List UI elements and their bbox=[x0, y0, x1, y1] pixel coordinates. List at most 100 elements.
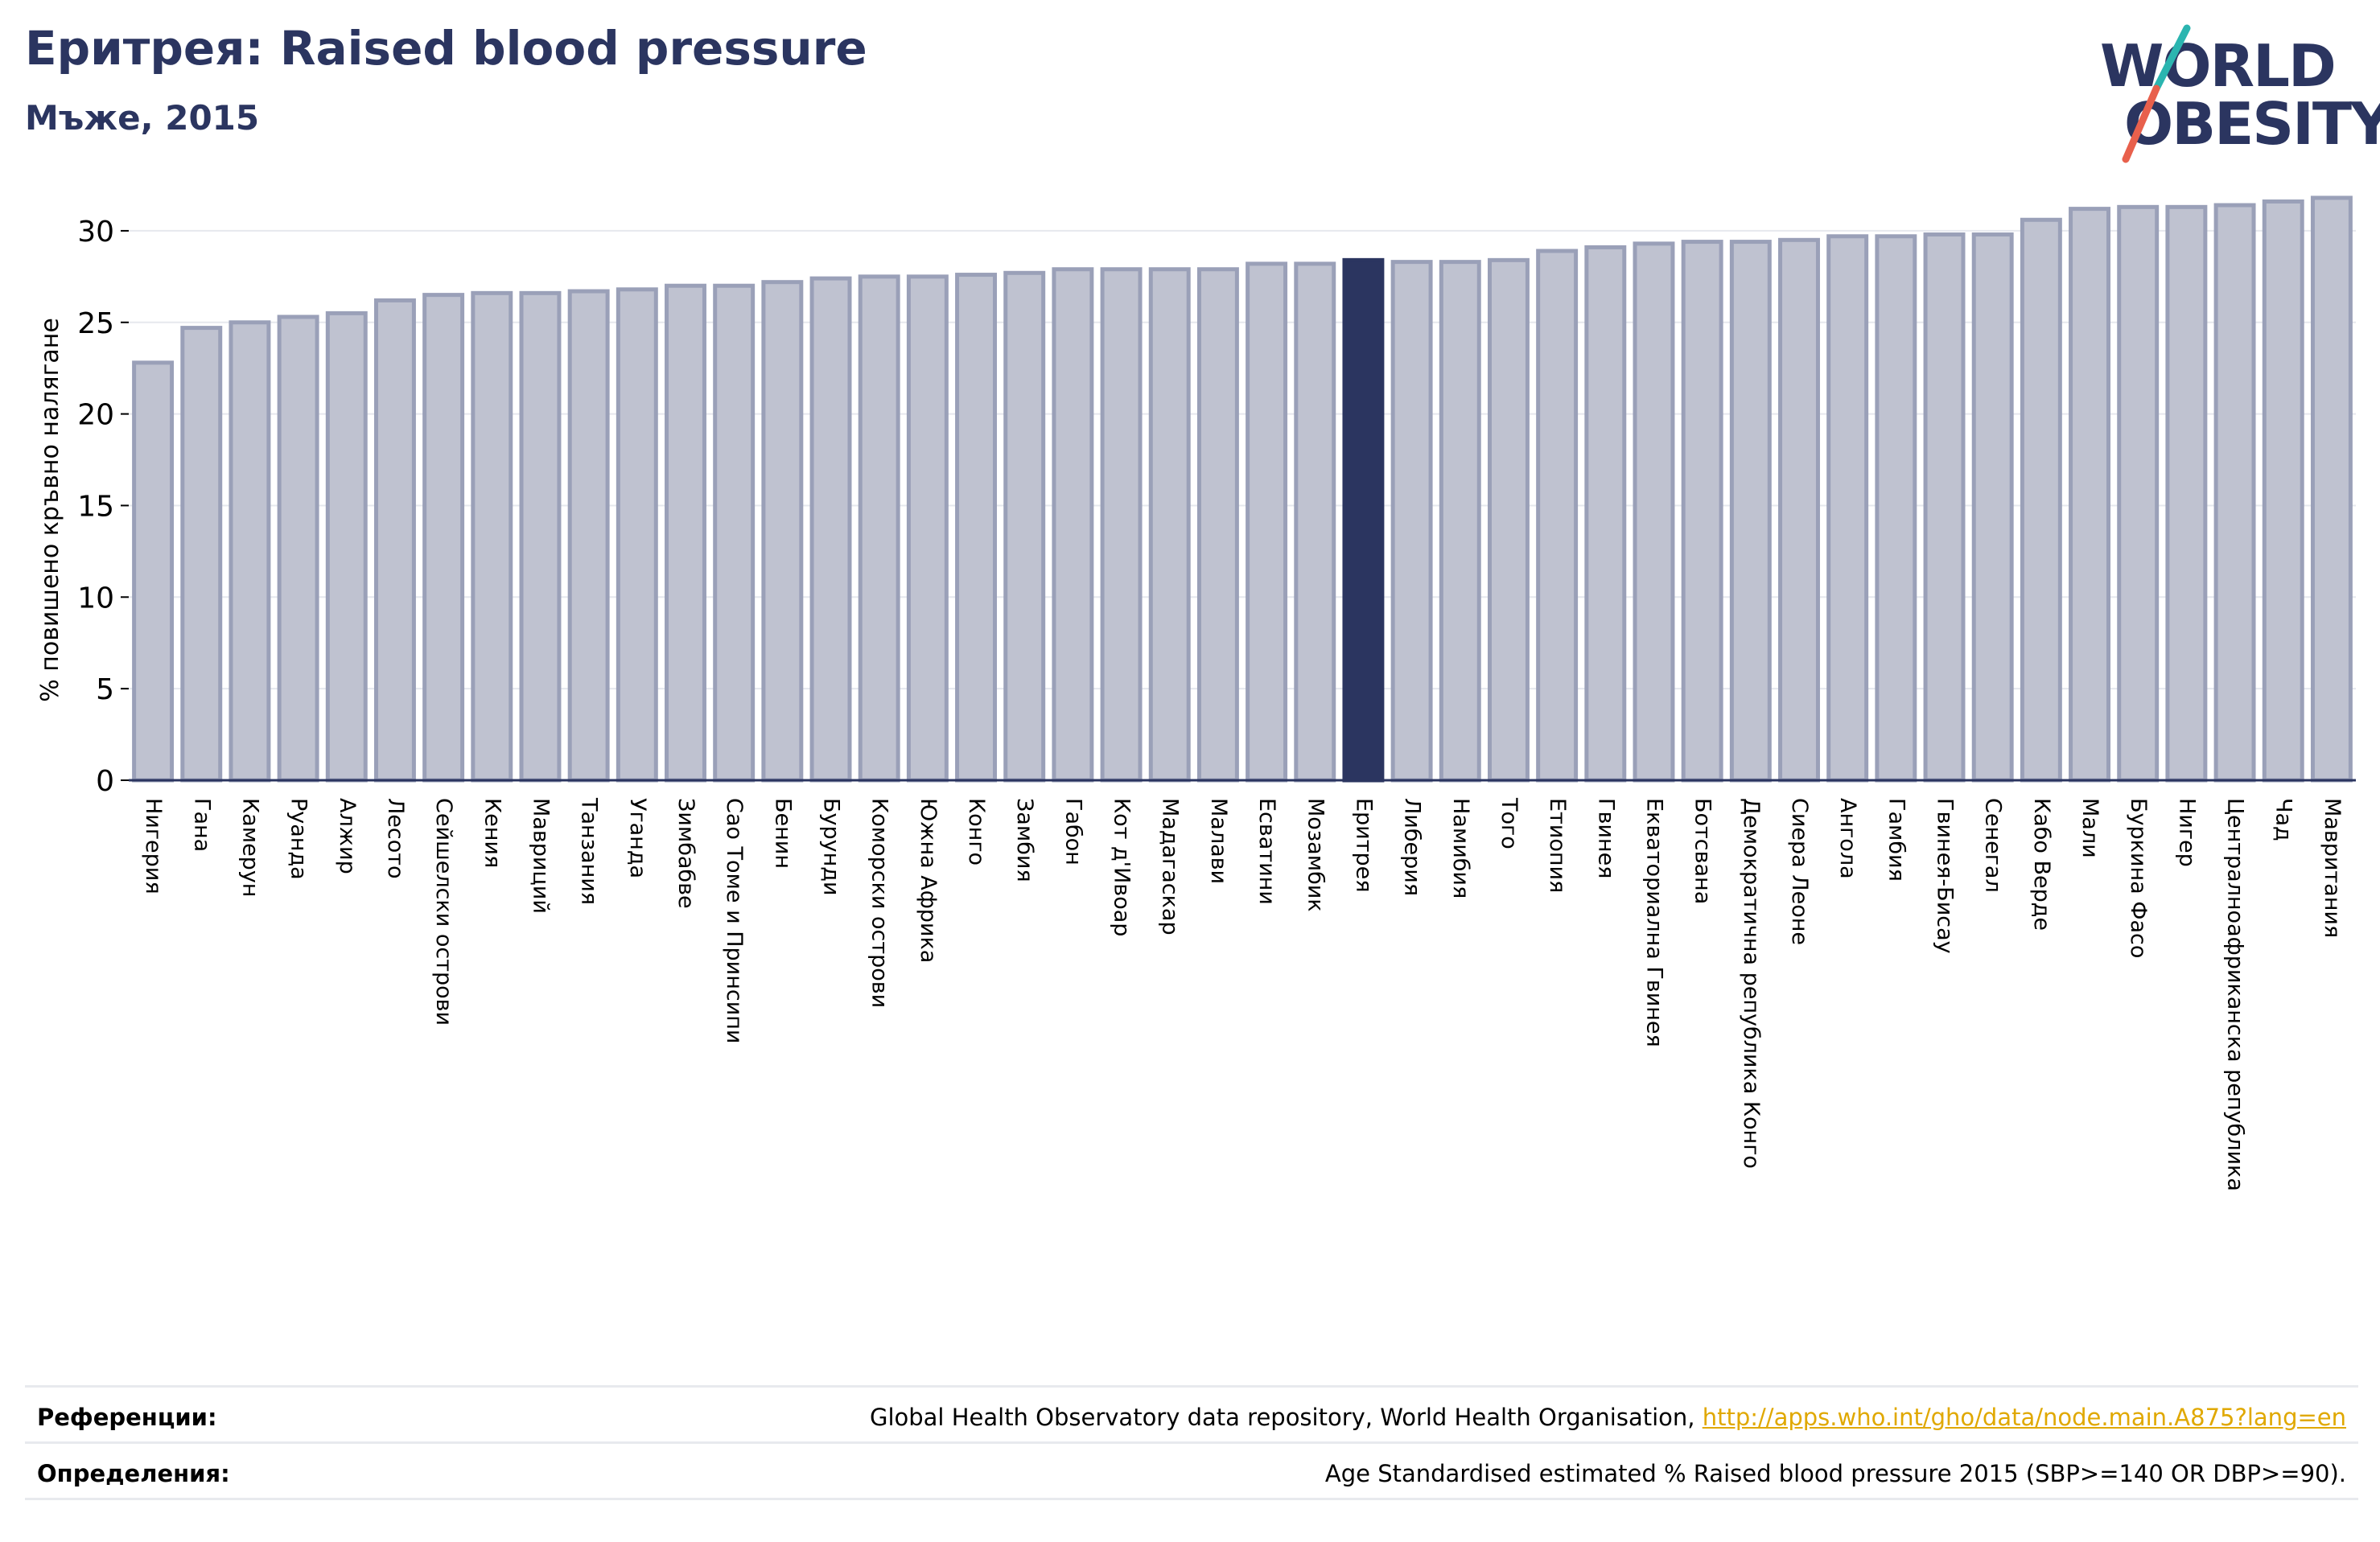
x-tick-label: Нигер bbox=[2174, 798, 2199, 867]
references-row: Референции: Global Health Observatory da… bbox=[25, 1385, 2358, 1444]
references-label: Референции: bbox=[37, 1404, 217, 1431]
bar-chart: 0 5 10 15 20 25 30 Нигерия Гана Камерун Руанда Алж… bbox=[36, 195, 2356, 1191]
x-tick-label: Замбия bbox=[1012, 798, 1037, 882]
x-tick-label: Габон bbox=[1060, 798, 1085, 866]
bar bbox=[373, 298, 416, 783]
y-tick-label: 25 bbox=[77, 307, 114, 340]
bar bbox=[1487, 257, 1530, 783]
x-tick-label: Зимбабве bbox=[673, 798, 698, 909]
definitions-label: Определения: bbox=[37, 1460, 230, 1487]
x-tick-label: Кот д'Ивоар bbox=[1110, 798, 1134, 936]
bar bbox=[1003, 270, 1046, 783]
bar bbox=[906, 274, 949, 783]
chart-subtitle: Мъже, 2015 bbox=[25, 98, 260, 138]
bar bbox=[1100, 267, 1143, 783]
x-tick-label: Нигерия bbox=[141, 798, 166, 894]
x-tick-label: Кения bbox=[480, 798, 504, 868]
x-tick-label: Гамбия bbox=[1884, 798, 1909, 882]
bar bbox=[1681, 240, 1723, 783]
x-tick-label: Етиопия bbox=[1545, 798, 1570, 893]
x-tick-label: Сао Томе и Принсипи bbox=[722, 798, 747, 1043]
y-tick-label: 15 bbox=[77, 490, 114, 523]
bar bbox=[1536, 249, 1579, 783]
bar bbox=[1439, 260, 1481, 783]
logo-line1: WORLD bbox=[2100, 32, 2337, 100]
x-tick-label: Мавритания bbox=[2320, 798, 2345, 938]
bar bbox=[229, 320, 271, 783]
x-tick-label: Бурунди bbox=[819, 798, 844, 896]
bar bbox=[277, 315, 319, 783]
x-tick-label: Сейшелски острови bbox=[431, 798, 456, 1026]
bar bbox=[519, 290, 562, 783]
x-tick-label: Сиера Леоне bbox=[1787, 798, 1812, 945]
bar bbox=[1148, 267, 1191, 783]
x-tick-label: Гвинея-Бисау bbox=[1933, 798, 1958, 954]
x-tick-label: Сенегал bbox=[1981, 798, 2006, 893]
bar bbox=[1729, 240, 1772, 783]
bar bbox=[2310, 195, 2353, 783]
x-tick-label: Намибия bbox=[1448, 798, 1473, 898]
bar bbox=[955, 273, 998, 783]
x-tick-label: Бенин bbox=[770, 798, 795, 869]
x-tick-label: Южна Африка bbox=[916, 798, 941, 963]
x-tick-label: Малави bbox=[1206, 798, 1231, 884]
bar bbox=[1196, 267, 1239, 783]
logo-line2: OBESITY bbox=[2124, 90, 2380, 158]
y-axis-ticks: 0 5 10 15 20 25 30 bbox=[77, 216, 129, 798]
x-tick-label: Ангола bbox=[1835, 798, 1860, 879]
bar bbox=[422, 293, 465, 783]
x-tick-label: Демократична република Конго bbox=[1739, 798, 1764, 1169]
bars bbox=[132, 195, 2353, 783]
x-tick-label: Чад bbox=[2271, 798, 2296, 841]
bar bbox=[1778, 237, 1820, 783]
x-tick-label: Камерун bbox=[237, 798, 262, 897]
bar bbox=[761, 280, 804, 783]
bar bbox=[2069, 207, 2111, 783]
bar bbox=[1875, 234, 1917, 783]
y-tick-label: 5 bbox=[96, 673, 114, 706]
bar bbox=[325, 310, 368, 783]
x-tick-label: Мадагаскар bbox=[1158, 798, 1183, 935]
bar bbox=[1052, 267, 1094, 783]
references-value: Global Health Observatory data repositor… bbox=[870, 1404, 2346, 1431]
logo-slash-icon bbox=[2122, 24, 2191, 163]
bar bbox=[567, 289, 610, 783]
bar bbox=[2020, 217, 2062, 783]
x-tick-label: Централноафриканска република bbox=[2223, 798, 2248, 1191]
y-tick-label: 20 bbox=[77, 399, 114, 432]
x-tick-label: Мавриций bbox=[528, 798, 553, 914]
bar bbox=[809, 276, 852, 783]
chart-title: Еритрея: Raised blood pressure bbox=[25, 21, 867, 76]
bar bbox=[2213, 203, 2256, 783]
y-tick-label: 30 bbox=[77, 216, 114, 249]
bar bbox=[1923, 232, 1966, 783]
x-tick-label: Мали bbox=[2077, 798, 2102, 858]
bar bbox=[132, 360, 175, 783]
x-tick-label: Того bbox=[1497, 797, 1521, 849]
bar bbox=[1294, 261, 1336, 783]
x-tick-label: Коморски острови bbox=[867, 798, 892, 1008]
bar-highlight bbox=[1342, 257, 1385, 783]
bar bbox=[665, 283, 706, 783]
bar bbox=[858, 274, 900, 783]
x-tick-label: Еритрея bbox=[1351, 798, 1376, 892]
x-tick-label: Конго bbox=[964, 798, 989, 866]
y-tick-label: 0 bbox=[96, 765, 114, 798]
x-tick-label: Алжир bbox=[335, 798, 360, 874]
references-link[interactable]: http://apps.who.int/gho/data/node.main.A… bbox=[1702, 1404, 2346, 1431]
x-tick-label: Есватини bbox=[1254, 798, 1279, 905]
footer-divider bbox=[25, 1498, 2358, 1500]
x-tick-label: Лесото bbox=[383, 798, 408, 879]
x-tick-label: Буркина Фасо bbox=[2126, 798, 2151, 958]
x-tick-label: Гвинея bbox=[1593, 798, 1618, 878]
bar bbox=[713, 283, 756, 783]
bar bbox=[1584, 245, 1627, 783]
y-tick-label: 10 bbox=[77, 582, 114, 615]
bar bbox=[471, 290, 513, 783]
x-axis-labels: Нигерия Гана Камерун Руанда Алжир Лесото Сейше… bbox=[141, 797, 2345, 1191]
x-tick-label: Кабо Верде bbox=[2029, 798, 2054, 931]
definitions-text: Age Standardised estimated % Raised bloo… bbox=[1324, 1460, 2346, 1487]
bar bbox=[1390, 260, 1433, 783]
bar bbox=[616, 287, 658, 783]
x-tick-label: Ботсвана bbox=[1690, 798, 1715, 904]
